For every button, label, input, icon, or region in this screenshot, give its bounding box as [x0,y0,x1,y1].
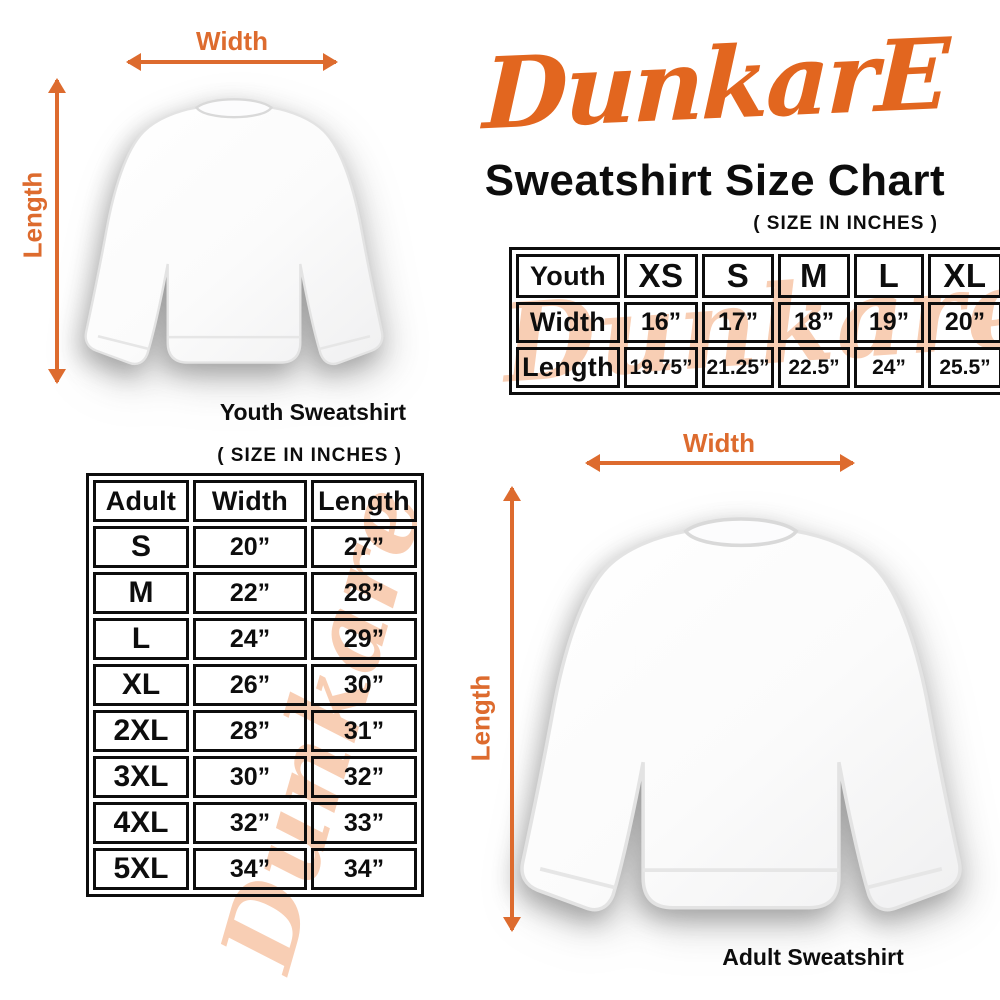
table-cell: 28” [193,710,307,752]
table-cell: 22.5” [778,347,850,388]
adult-sweatshirt-image [520,517,962,912]
row-header: S [93,526,189,568]
table-row: 4XL 32” 33” [93,802,417,844]
table-cell: 25.5” [928,347,1000,388]
youth-size-table: Youth XS S M L XL Width 16” 17” 18” 19” … [509,247,1000,395]
table-cell: 17” [702,302,774,343]
adult-table-corner-cell: Adult [93,480,189,522]
adult-length-arrow-icon [503,486,521,932]
table-row: Length 19.75” 21.25” 22.5” 24” 25.5” [516,347,1000,388]
table-cell: 22” [193,572,307,614]
column-header: Width [193,480,307,522]
table-cell: 29” [311,618,417,660]
column-header: Length [311,480,417,522]
row-header: 4XL [93,802,189,844]
table-cell: 28” [311,572,417,614]
table-cell: 33” [311,802,417,844]
row-header: Length [516,347,620,388]
adult-length-label: Length [465,674,496,762]
table-row: M 22” 28” [93,572,417,614]
table-cell: 24” [193,618,307,660]
table-row: 2XL 28” 31” [93,710,417,752]
table-cell: 24” [854,347,924,388]
table-row: S 20” 27” [93,526,417,568]
table-row: XL 26” 30” [93,664,417,706]
youth-width-label: Width [196,26,268,56]
table-cell: 32” [193,802,307,844]
table-cell: 30” [193,756,307,798]
youth-caption: Youth Sweatshirt [219,399,406,425]
table-row: Youth XS S M L XL [516,254,1000,298]
table-row: Adult Width Length [93,480,417,522]
column-header: XL [928,254,1000,298]
table-cell: 34” [193,848,307,890]
adult-caption: Adult Sweatshirt [722,944,904,970]
table-row: L 24” 29” [93,618,417,660]
table-cell: 34” [311,848,417,890]
row-header: 5XL [93,848,189,890]
table-cell: 16” [624,302,698,343]
column-header: M [778,254,850,298]
column-header: S [702,254,774,298]
size-note-youth: ( SIZE IN INCHES ) [753,213,938,234]
table-row: Width 16” 17” 18” 19” 20” [516,302,1000,343]
table-row: 5XL 34” 34” [93,848,417,890]
youth-table-corner-cell: Youth [516,254,620,298]
size-note-adult: ( SIZE IN INCHES ) [217,445,402,466]
row-header: L [93,618,189,660]
column-header: L [854,254,924,298]
table-cell: 18” [778,302,850,343]
row-header: M [93,572,189,614]
column-header: XS [624,254,698,298]
table-cell: 27” [311,526,417,568]
table-cell: 30” [311,664,417,706]
table-cell: 21.25” [702,347,774,388]
row-header: 2XL [93,710,189,752]
youth-width-arrow-icon [126,53,338,71]
table-cell: 20” [928,302,1000,343]
youth-length-label: Length [17,171,48,259]
row-header: 3XL [93,756,189,798]
table-cell: 31” [311,710,417,752]
adult-width-label: Width [683,428,755,458]
adult-size-table: Adult Width Length S 20” 27” M 22” 28” L… [86,473,424,897]
table-cell: 26” [193,664,307,706]
page-title: Sweatshirt Size Chart [484,156,946,205]
row-header: Width [516,302,620,343]
table-cell: 20” [193,526,307,568]
youth-sweatshirt-image [84,98,384,366]
table-cell: 19” [854,302,924,343]
brand-logo: DunkarE [481,16,949,153]
youth-length-arrow-icon [48,78,66,384]
adult-width-arrow-icon [585,454,855,472]
table-cell: 19.75” [624,347,698,388]
table-row: 3XL 30” 32” [93,756,417,798]
row-header: XL [93,664,189,706]
table-cell: 32” [311,756,417,798]
